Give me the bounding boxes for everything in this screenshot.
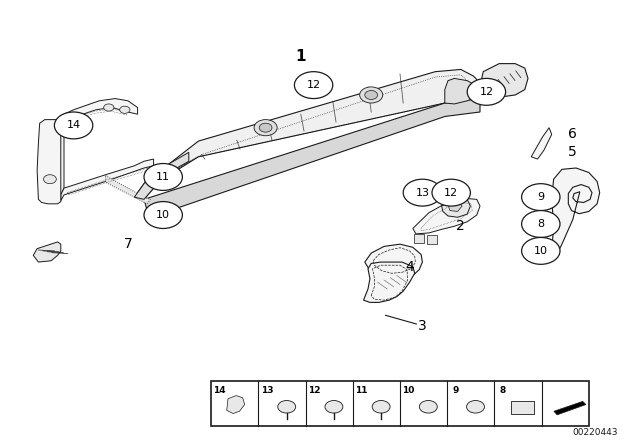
Circle shape	[432, 179, 470, 206]
Circle shape	[467, 78, 506, 105]
Text: 3: 3	[418, 319, 427, 333]
Text: 4: 4	[405, 259, 414, 274]
Polygon shape	[227, 396, 244, 414]
Text: 12: 12	[444, 188, 458, 198]
Polygon shape	[61, 159, 154, 201]
Polygon shape	[33, 242, 61, 262]
Text: 11: 11	[355, 386, 367, 395]
Text: 10: 10	[156, 210, 170, 220]
Polygon shape	[442, 197, 470, 217]
Polygon shape	[481, 64, 528, 96]
Circle shape	[278, 401, 296, 413]
Text: 11: 11	[156, 172, 170, 182]
Bar	[511, 401, 534, 414]
Circle shape	[144, 164, 182, 190]
Circle shape	[372, 401, 390, 413]
Circle shape	[44, 175, 56, 184]
Circle shape	[259, 123, 272, 132]
Text: 8: 8	[500, 386, 506, 395]
Polygon shape	[134, 69, 486, 199]
Polygon shape	[445, 78, 479, 104]
Text: 1: 1	[296, 48, 306, 64]
Polygon shape	[106, 176, 150, 204]
Circle shape	[419, 401, 437, 413]
Text: 2: 2	[456, 219, 465, 233]
Text: 5: 5	[568, 145, 577, 159]
Text: 9: 9	[452, 386, 459, 395]
Circle shape	[54, 112, 93, 139]
Text: 12: 12	[307, 80, 321, 90]
Circle shape	[325, 401, 343, 413]
Polygon shape	[531, 128, 552, 159]
Circle shape	[365, 90, 378, 99]
Text: 14: 14	[67, 121, 81, 130]
Circle shape	[467, 401, 484, 413]
Polygon shape	[58, 121, 64, 197]
Text: 8: 8	[537, 219, 545, 229]
Polygon shape	[364, 262, 415, 302]
Text: 13: 13	[415, 188, 429, 198]
Circle shape	[360, 87, 383, 103]
Circle shape	[294, 72, 333, 99]
Text: 00220443: 00220443	[572, 428, 618, 437]
Polygon shape	[554, 401, 586, 415]
Text: 14: 14	[213, 386, 226, 395]
Text: 13: 13	[260, 386, 273, 395]
Bar	[414, 234, 424, 243]
Polygon shape	[413, 198, 480, 234]
Circle shape	[144, 202, 182, 228]
Polygon shape	[448, 201, 462, 211]
Text: 7: 7	[124, 237, 132, 251]
Polygon shape	[144, 99, 480, 215]
Polygon shape	[134, 152, 189, 199]
Polygon shape	[61, 99, 138, 123]
Text: 9: 9	[537, 192, 545, 202]
Bar	[427, 235, 437, 244]
Circle shape	[254, 120, 277, 136]
Circle shape	[522, 237, 560, 264]
Polygon shape	[365, 244, 422, 280]
Text: 12: 12	[479, 87, 493, 97]
Text: 10: 10	[534, 246, 548, 256]
Text: 10: 10	[403, 386, 415, 395]
Circle shape	[104, 104, 114, 111]
Circle shape	[522, 184, 560, 211]
Text: 12: 12	[308, 386, 321, 395]
Circle shape	[120, 106, 130, 113]
Polygon shape	[37, 119, 61, 204]
Circle shape	[522, 211, 560, 237]
Text: 6: 6	[568, 127, 577, 142]
Bar	[211, 381, 589, 426]
Circle shape	[403, 179, 442, 206]
Polygon shape	[552, 168, 600, 255]
